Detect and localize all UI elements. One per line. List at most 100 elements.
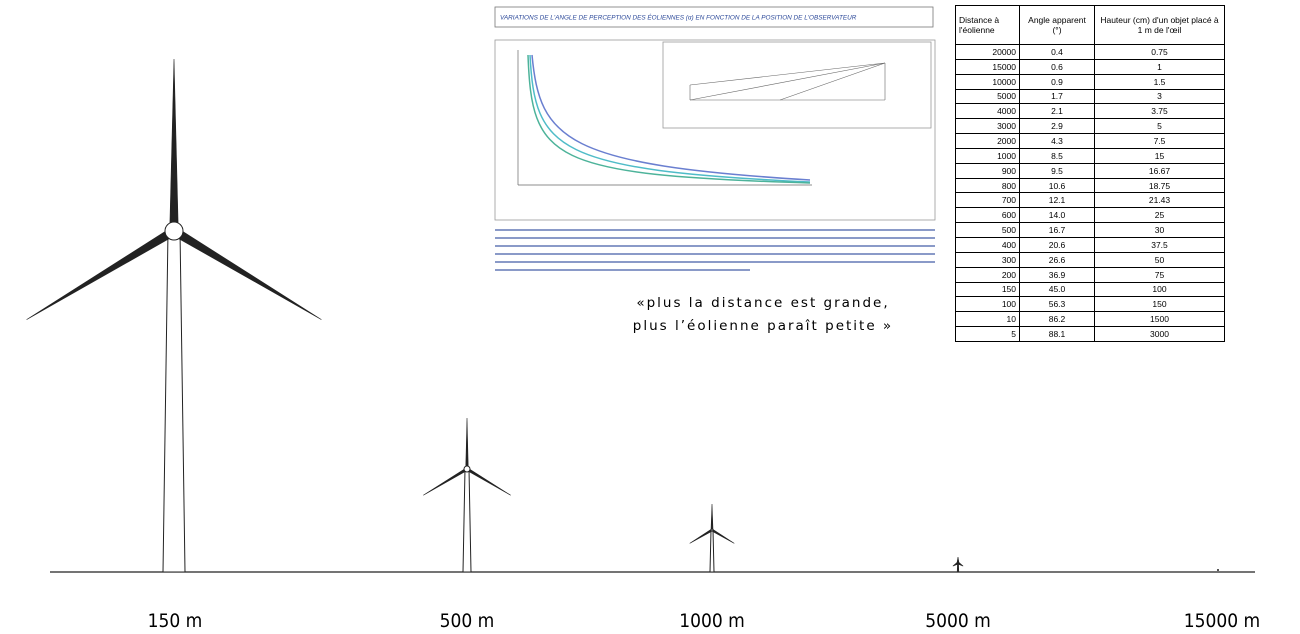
header-cell: Hauteur (cm) d'un objet placé à 1 m de l… xyxy=(1094,5,1225,45)
table-cell: 400 xyxy=(955,236,1020,253)
paragraph-lines xyxy=(495,229,935,271)
table-row: 300 26.6 50 xyxy=(955,251,1225,268)
table-cell: 5 xyxy=(1094,118,1225,135)
chart-title: VARIATIONS DE L'ANGLE DE PERCEPTION DES … xyxy=(500,13,857,22)
table-body: 20000 0.4 0.75 15000 0.6 1 10000 0.9 1.5 5000 1.7 3… xyxy=(955,44,1225,342)
distance-label: 15000 m xyxy=(1184,610,1260,632)
table-cell: 150 xyxy=(955,281,1020,298)
table-cell: 600 xyxy=(955,207,1020,224)
table-cell: 500 xyxy=(955,222,1020,238)
table-cell: 150 xyxy=(1094,296,1225,313)
table-cell: 4000 xyxy=(955,103,1020,120)
blade xyxy=(171,226,322,320)
blade xyxy=(711,528,735,544)
table-row: 100 56.3 150 xyxy=(955,296,1225,313)
chart-image: VARIATIONS DE L'ANGLE DE PERCEPTION DES … xyxy=(494,6,936,271)
table-row: 600 14.0 25 xyxy=(955,207,1225,224)
table-cell: 1000 xyxy=(955,147,1020,164)
tower xyxy=(462,468,472,573)
table-cell: 5 xyxy=(955,326,1020,342)
table-cell: 16.67 xyxy=(1094,162,1225,179)
table-cell: 5000 xyxy=(955,88,1020,105)
table-cell: 10000 xyxy=(955,73,1020,90)
table-cell: 20.6 xyxy=(1019,236,1095,253)
table-cell: 0.75 xyxy=(1094,44,1225,60)
table-cell: 0.9 xyxy=(1019,73,1095,90)
table-cell: 3.75 xyxy=(1094,103,1225,120)
table-row: 3000 2.9 5 xyxy=(955,118,1225,135)
table-cell: 1.7 xyxy=(1019,88,1095,105)
table-row: 10 86.2 1500 xyxy=(955,311,1225,328)
table-cell: 1 xyxy=(1094,58,1225,75)
table-row: 15000 0.6 1 xyxy=(955,58,1225,75)
hub xyxy=(463,465,471,473)
table-cell: 75 xyxy=(1094,266,1225,283)
table-cell: 15000 xyxy=(955,58,1020,75)
table-cell: 25 xyxy=(1094,207,1225,224)
table-cell: 1500 xyxy=(1094,311,1225,328)
tower xyxy=(709,529,715,573)
table-row: 700 12.1 21.43 xyxy=(955,192,1225,209)
header-row: Distance à l'éolienne Angle apparent (°) H… xyxy=(955,5,1225,45)
header-cell: Distance à l'éolienne xyxy=(955,5,1020,45)
table-cell: 900 xyxy=(955,162,1020,179)
table-cell: 100 xyxy=(1094,281,1225,298)
table-row: 5 88.1 3000 xyxy=(955,326,1225,342)
table-cell: 2000 xyxy=(955,133,1020,149)
table-row: 1000 8.5 15 xyxy=(955,147,1225,164)
blade xyxy=(689,528,713,544)
table-row: 900 9.5 16.67 xyxy=(955,162,1225,179)
table-cell: 1.5 xyxy=(1094,73,1225,90)
table-row: 150 45.0 100 xyxy=(955,281,1225,298)
table-cell: 0.6 xyxy=(1019,58,1095,75)
table-row: 200 36.9 75 xyxy=(955,266,1225,283)
table-cell: 2.1 xyxy=(1019,103,1095,120)
table-cell: 88.1 xyxy=(1019,326,1095,342)
table-cell: 3000 xyxy=(1094,326,1225,342)
table-row: 500 16.7 30 xyxy=(955,222,1225,238)
wind-turbine xyxy=(423,417,511,573)
inset-drawing xyxy=(689,62,886,101)
table-cell: 30 xyxy=(1094,222,1225,238)
table-row: 400 20.6 37.5 xyxy=(955,236,1225,253)
table-cell: 37.5 xyxy=(1094,236,1225,253)
wind-turbine xyxy=(952,556,964,573)
table-cell: 18.75 xyxy=(1094,177,1225,194)
title-box xyxy=(494,6,934,28)
tower xyxy=(162,230,186,573)
blade xyxy=(169,58,179,232)
distance-label: 5000 m xyxy=(925,610,991,632)
table-cell: 2.9 xyxy=(1019,118,1095,135)
distance-label: 1000 m xyxy=(679,610,745,632)
blade xyxy=(710,503,714,531)
table-cell: 36.9 xyxy=(1019,266,1095,283)
table-cell: 14.0 xyxy=(1019,207,1095,224)
table-cell: 200 xyxy=(955,266,1020,283)
table-cell: 10 xyxy=(955,311,1020,328)
table-cell: 8.5 xyxy=(1019,147,1095,164)
table-cell: 10.6 xyxy=(1019,177,1095,194)
curve xyxy=(527,54,811,184)
blade xyxy=(465,417,469,470)
blade xyxy=(465,467,511,496)
wind-turbine xyxy=(1217,569,1219,571)
table-cell: 100 xyxy=(955,296,1020,313)
wind-turbine xyxy=(689,503,735,573)
table-cell: 45.0 xyxy=(1019,281,1095,298)
table-cell: 12.1 xyxy=(1019,192,1095,209)
wind-turbine xyxy=(26,58,322,573)
table-cell: 800 xyxy=(955,177,1020,194)
table-cell: 56.3 xyxy=(1019,296,1095,313)
table-cell: 7.5 xyxy=(1094,133,1225,149)
hub xyxy=(957,562,959,564)
table-cell: 3000 xyxy=(955,118,1020,135)
table-cell: 300 xyxy=(955,251,1020,268)
table-cell: 86.2 xyxy=(1019,311,1095,328)
table-row: 20000 0.4 0.75 xyxy=(955,44,1225,60)
chart-frame xyxy=(494,39,936,221)
hub xyxy=(710,528,714,532)
blade xyxy=(423,467,469,496)
data-table: Distance à l'éolienne Angle apparent (°) H… xyxy=(955,5,1225,342)
